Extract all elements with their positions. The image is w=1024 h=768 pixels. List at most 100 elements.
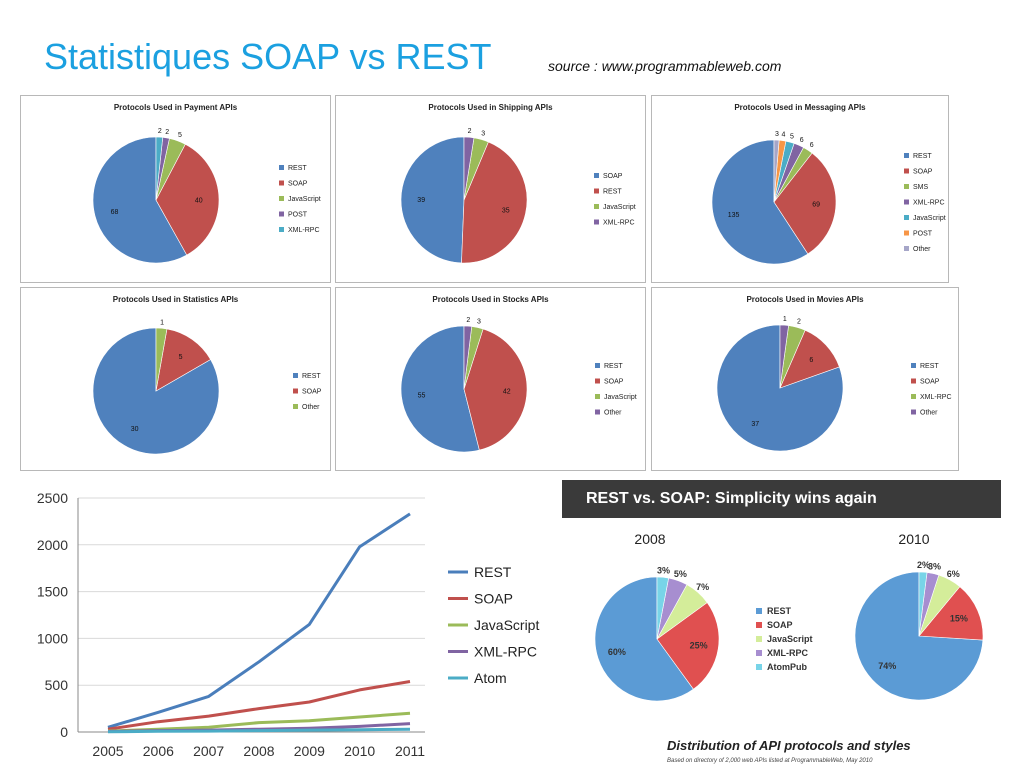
- chart-title: Protocols Used in Shipping APIs: [428, 103, 553, 112]
- data-label-atompub: 2%: [917, 560, 930, 570]
- legend-label-javascript: JavaScript: [603, 204, 636, 211]
- data-label-javascript: 3: [481, 131, 485, 138]
- legend-swatch-soap: [756, 622, 762, 628]
- data-label-rest: 55: [418, 392, 426, 399]
- legend-swatch-rest: [595, 363, 600, 368]
- pie-slice-soap: [400, 136, 465, 264]
- pie-slice-rest: [711, 139, 809, 265]
- data-label-xml-rpc: 6: [800, 137, 804, 144]
- legend-swatch-soap: [293, 388, 298, 394]
- legend-label-rest: REST: [603, 189, 622, 196]
- api-growth-line-chart: 0 500 1000 1500 2000 2500 2005 2006 2007 2008 2009…: [37, 490, 540, 759]
- pie-slice-soap: [155, 328, 211, 392]
- data-label-other: 3: [775, 131, 779, 138]
- data-label-soap: 69: [812, 202, 820, 209]
- legend-swatch-xml-rpc: [911, 394, 916, 399]
- y-tick-label: 2000: [37, 537, 68, 553]
- data-label-rest: 135: [728, 212, 740, 219]
- legend-swatch-javascript: [594, 204, 599, 209]
- x-tick-label: 2008: [243, 743, 274, 759]
- x-tick-label: 2007: [193, 743, 224, 759]
- legend-swatch-atompub: [756, 664, 762, 670]
- data-label-javascript: 5: [178, 132, 182, 139]
- legend-swatch-rest: [293, 373, 298, 378]
- data-label-soap: 5: [179, 354, 183, 361]
- chart-title: Protocols Used in Payment APIs: [114, 103, 238, 112]
- legend-label-rest: REST: [920, 363, 939, 370]
- legend-swatch-soap: [904, 168, 909, 174]
- legend-swatch-soap: [279, 180, 284, 186]
- legend-label-atom: Atom: [474, 670, 507, 686]
- statistics-pie-chart: Protocols Used in Statistics APIs 30 5 1 RES…: [92, 295, 322, 455]
- distribution-note: Based on directory of 2,000 web APIs lis…: [667, 758, 873, 764]
- legend-label-xml-rpc: XML-RPC: [474, 644, 537, 660]
- data-label-javascript: 5: [790, 133, 794, 140]
- legend-label-other: Other: [920, 410, 938, 417]
- legend-label-javascript: JavaScript: [288, 196, 321, 203]
- legend-label-soap: SOAP: [288, 181, 308, 188]
- legend-swatch-rest: [756, 608, 762, 614]
- messaging-pie-panel: Protocols Used in Messaging APIs 135 69 6 6 5…: [651, 95, 949, 283]
- legend-swatch-javascript: [904, 215, 909, 220]
- legend-label-post: POST: [913, 231, 933, 238]
- year-2010-title: 2010: [898, 531, 929, 547]
- data-label-xml-rpc: 3%: [928, 562, 941, 572]
- movies-pie-panel: Protocols Used in Movies APIs 37 6 2 1 REST SO…: [651, 287, 959, 471]
- pie-slice-atompub: [918, 571, 928, 637]
- legend-label-javascript: JavaScript: [767, 634, 813, 644]
- legend-swatch-soap: [595, 378, 600, 384]
- pie-slice-rest: [461, 141, 528, 264]
- series-line-soap: [107, 680, 411, 731]
- legend-swatch-other: [904, 246, 909, 251]
- legend-label-soap: SOAP: [604, 379, 624, 386]
- data-label-rest: 60%: [608, 647, 626, 657]
- data-label-javascript: 3: [477, 319, 481, 326]
- legend-label-rest: REST: [302, 373, 321, 380]
- stocks-pie-chart: Protocols Used in Stocks APIs 55 42 32 REST S…: [400, 295, 637, 453]
- pie-slice-xml-rpc: [155, 136, 164, 201]
- data-label-xml-rpc: 2: [468, 128, 472, 135]
- pie-slice-soap: [773, 152, 837, 255]
- data-label-xml-rpc: 2: [797, 319, 801, 326]
- data-label-soap: 42: [503, 388, 511, 395]
- pie-slice-rest: [400, 325, 480, 453]
- x-tick-label: 2011: [395, 743, 425, 759]
- y-tick-label: 1000: [37, 630, 68, 646]
- data-label-other: 1: [783, 316, 787, 323]
- pie-slice-other: [779, 324, 789, 389]
- legend-label-xml-rpc: XML-RPC: [603, 220, 635, 227]
- legend-label-xml-rpc: XML-RPC: [913, 200, 945, 207]
- pie-slice-other: [463, 325, 473, 390]
- data-label-rest: 37: [751, 421, 759, 428]
- x-tick-label: 2005: [92, 743, 123, 759]
- pie-slice-soap: [155, 143, 220, 256]
- pie-slice-rest: [594, 576, 694, 702]
- x-tick-label: 2010: [344, 743, 375, 759]
- pie-slice-rest: [92, 136, 188, 264]
- page-title: Statistiques SOAP vs REST: [44, 36, 492, 77]
- legend-swatch-other: [911, 409, 916, 415]
- data-label-soap: 25%: [690, 641, 708, 651]
- data-label-atompub: 3%: [657, 565, 670, 575]
- data-label-other: 2: [466, 317, 470, 324]
- movies-pie-chart: Protocols Used in Movies APIs 37 6 2 1 REST SO…: [716, 295, 952, 452]
- data-label-rest: 35: [502, 207, 510, 214]
- data-label-soap: 6: [809, 357, 813, 364]
- shipping-pie-panel: Protocols Used in Shipping APIs 39 35 3 2 SOA…: [335, 95, 646, 283]
- legend-label-javascript: JavaScript: [604, 394, 637, 401]
- data-label-other: 1: [160, 319, 164, 326]
- legend-label-soap: SOAP: [913, 169, 933, 176]
- y-tick-label: 2500: [37, 490, 68, 506]
- source-note: source : www.programmableweb.com: [548, 58, 782, 74]
- year-comparison-pies: 2008 201060%25%7%5%3%74%15%6%3%2%RESTSOAP…: [594, 531, 984, 702]
- data-label-rest: 68: [111, 209, 119, 216]
- y-tick-label: 500: [45, 677, 69, 693]
- legend-swatch-other: [595, 409, 600, 415]
- legend-label-xml-rpc: XML-RPC: [288, 227, 320, 234]
- pie-slice-other: [155, 327, 168, 392]
- legend-label-rest: REST: [288, 165, 307, 172]
- legend-label-soap: SOAP: [474, 591, 513, 607]
- pie-slice-soap: [656, 602, 720, 690]
- data-label-rest: 30: [131, 426, 139, 433]
- legend-label-sms: SMS: [913, 184, 929, 191]
